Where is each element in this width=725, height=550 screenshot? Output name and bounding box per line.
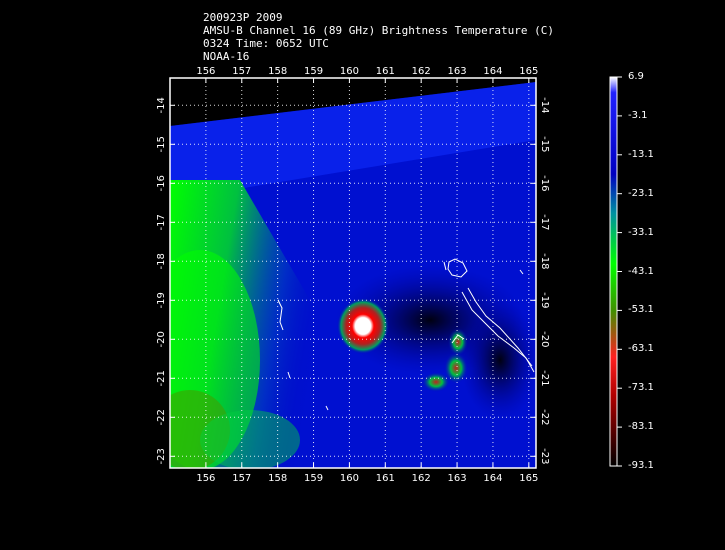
lon-label-top: 161 bbox=[376, 66, 395, 77]
lat-label-right: -23 bbox=[539, 448, 550, 464]
lon-label-bottom: 157 bbox=[232, 473, 251, 484]
lon-label-bottom: 160 bbox=[340, 473, 359, 484]
lat-label-left: -14 bbox=[156, 97, 167, 113]
colorbar-label: -23.1 bbox=[628, 187, 654, 199]
axis-labels: 156 156 157 157 158 158 159 159 160 160 161 161 162 1… bbox=[156, 66, 550, 484]
image-title-line4: NOAA-16 bbox=[203, 50, 250, 63]
colorbar-label: -33.1 bbox=[628, 226, 654, 238]
lon-label-bottom: 163 bbox=[448, 473, 467, 484]
lon-label-top: 164 bbox=[483, 66, 502, 77]
lat-label-left: -19 bbox=[156, 292, 167, 308]
lon-label-bottom: 158 bbox=[268, 473, 287, 484]
colorbar-label: -73.1 bbox=[628, 382, 654, 394]
lon-label-bottom: 165 bbox=[519, 473, 538, 484]
lat-label-right: -19 bbox=[539, 292, 550, 308]
lat-label-right: -21 bbox=[539, 370, 550, 386]
brightness-temperature-field bbox=[170, 82, 536, 468]
lat-label-left: -16 bbox=[156, 175, 167, 191]
image-title-line3: 0324 Time: 0652 UTC bbox=[203, 37, 329, 50]
colorbar-label: -83.1 bbox=[628, 421, 654, 433]
lon-label-top: 159 bbox=[304, 66, 323, 77]
colorbar-label: -63.1 bbox=[628, 343, 654, 355]
image-title-line1: 200923P 2009 bbox=[203, 11, 283, 24]
axis-ticks bbox=[170, 78, 536, 468]
colorbar-label: -93.1 bbox=[628, 460, 654, 471]
lat-label-left: -23 bbox=[156, 448, 167, 464]
lat-label-left: -18 bbox=[156, 253, 167, 269]
lon-label-top: 158 bbox=[268, 66, 287, 77]
lat-label-right: -16 bbox=[539, 175, 550, 191]
lat-label-left: -17 bbox=[156, 214, 167, 230]
lat-label-left: -15 bbox=[156, 136, 167, 152]
lat-label-left: -20 bbox=[156, 331, 167, 347]
storm-core bbox=[337, 298, 389, 354]
lat-label-right: -22 bbox=[539, 409, 550, 425]
lon-label-bottom: 159 bbox=[304, 473, 323, 484]
colorbar-label: -53.1 bbox=[628, 304, 654, 316]
map-frame bbox=[169, 77, 537, 469]
lon-label-bottom: 164 bbox=[483, 473, 502, 484]
lat-label-left: -22 bbox=[156, 409, 167, 425]
lat-lon-grid bbox=[170, 78, 536, 468]
lon-label-bottom: 161 bbox=[376, 473, 395, 484]
colorbar-label: 6.9 bbox=[628, 71, 644, 82]
lat-label-right: -14 bbox=[539, 97, 550, 113]
lon-label-top: 162 bbox=[412, 66, 431, 77]
lon-label-top: 160 bbox=[340, 66, 359, 77]
lat-label-left: -21 bbox=[156, 370, 167, 386]
colorbar bbox=[609, 76, 618, 467]
lat-label-right: -15 bbox=[539, 136, 550, 152]
colorbar-label: -13.1 bbox=[628, 148, 654, 160]
lat-label-right: -20 bbox=[539, 331, 550, 347]
colorbar-label: -3.1 bbox=[628, 109, 648, 121]
lat-label-right: -17 bbox=[539, 214, 550, 230]
lon-label-top: 163 bbox=[448, 66, 467, 77]
image-title-line2: AMSU-B Channel 16 (89 GHz) Brightness Te… bbox=[203, 24, 554, 37]
lon-label-top: 156 bbox=[196, 66, 215, 77]
colorbar-label: -43.1 bbox=[628, 265, 654, 277]
lon-label-bottom: 156 bbox=[196, 473, 215, 484]
lat-label-right: -18 bbox=[539, 253, 550, 269]
lon-label-bottom: 162 bbox=[412, 473, 431, 484]
colorbar-ticks bbox=[617, 76, 622, 467]
lon-label-top: 157 bbox=[232, 66, 251, 77]
lon-label-top: 165 bbox=[519, 66, 538, 77]
